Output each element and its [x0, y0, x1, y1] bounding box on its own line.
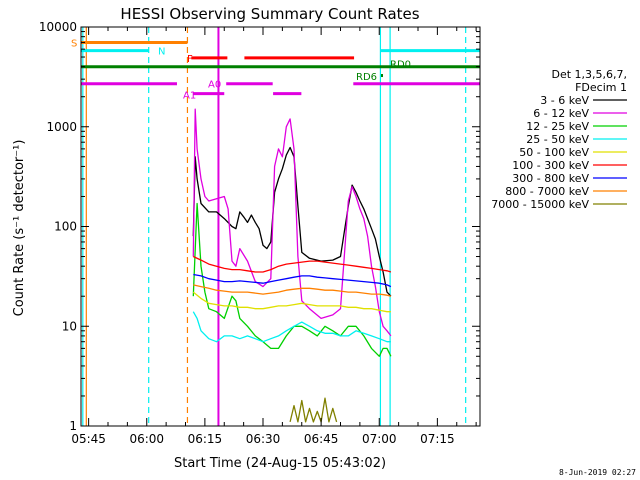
annotation-label-rd0: RD0 [390, 60, 411, 71]
x-tick-label: 06:15 [188, 432, 223, 446]
x-tick-label: 06:45 [304, 432, 339, 446]
y-tick-label: 1 [69, 419, 77, 433]
legend-entry-label: 800 - 7000 keV [505, 185, 589, 198]
legend-title-line-2: FDecim 1 [575, 81, 627, 94]
legend-entry-label: 50 - 100 keV [519, 146, 589, 159]
axes-layer: 1 10 100 1000 10000 05:45 06:00 06:15 06:30 06:45… [39, 20, 481, 446]
annotation-label-rd6: RD6 [356, 72, 377, 83]
series-line-6 [193, 273, 392, 288]
annotation-label-s: S [71, 38, 77, 49]
annotation-label-n: N [158, 47, 165, 58]
legend-entry-label: 3 - 6 keV [540, 94, 589, 107]
y-tick-label: 100 [54, 220, 77, 234]
footer-date: 8-Jun-2019 02:27 [559, 468, 636, 477]
series-line-2 [192, 202, 392, 357]
x-tick-label: 07:00 [362, 432, 397, 446]
plot-frame [80, 26, 481, 427]
y-tick-label: 1000 [46, 120, 77, 134]
x-tick-label: 05:45 [71, 432, 106, 446]
series-layer [192, 108, 392, 423]
series-line-1 [192, 108, 392, 337]
x-tick-label: 06:00 [129, 432, 164, 446]
x-axis-label: Start Time (24-Aug-15 05:43:02) [174, 456, 386, 471]
chart-title: HESSI Observing Summary Count Rates [120, 5, 419, 23]
legend-entry-label: 7000 - 15000 keV [491, 198, 589, 211]
legend-title-line-1: Det 1,3,5,6,7, [551, 68, 627, 81]
x-tick-label: 07:15 [420, 432, 455, 446]
y-tick-label: 10000 [39, 20, 77, 34]
series-line-7 [193, 284, 392, 297]
annotation-layer: S N F RD0 RD6 A0 A1 [71, 27, 480, 426]
legend-entry-label: 6 - 12 keV [533, 107, 589, 120]
annotation-label-a0: A0 [208, 80, 221, 91]
legend-entry-label: 12 - 25 keV [526, 120, 589, 133]
legend-entry-label: 300 - 800 keV [512, 172, 589, 185]
series-line-3 [192, 311, 391, 343]
series-line-4 [192, 291, 391, 313]
series-line-0 [192, 146, 392, 297]
y-axis-label: Count Rate (s⁻¹ detector⁻¹) [12, 140, 27, 317]
legend-entry-label: 100 - 300 keV [512, 159, 589, 172]
rd6-marker [381, 74, 383, 78]
series-line-5 [193, 255, 392, 273]
annotation-label-a1: A1 [183, 91, 196, 102]
y-tick-label: 10 [62, 319, 77, 333]
series-line-8 [289, 397, 338, 423]
annotation-label-f: F [187, 54, 193, 65]
x-tick-label: 06:30 [246, 432, 281, 446]
legend-entry-label: 25 - 50 keV [526, 133, 589, 146]
